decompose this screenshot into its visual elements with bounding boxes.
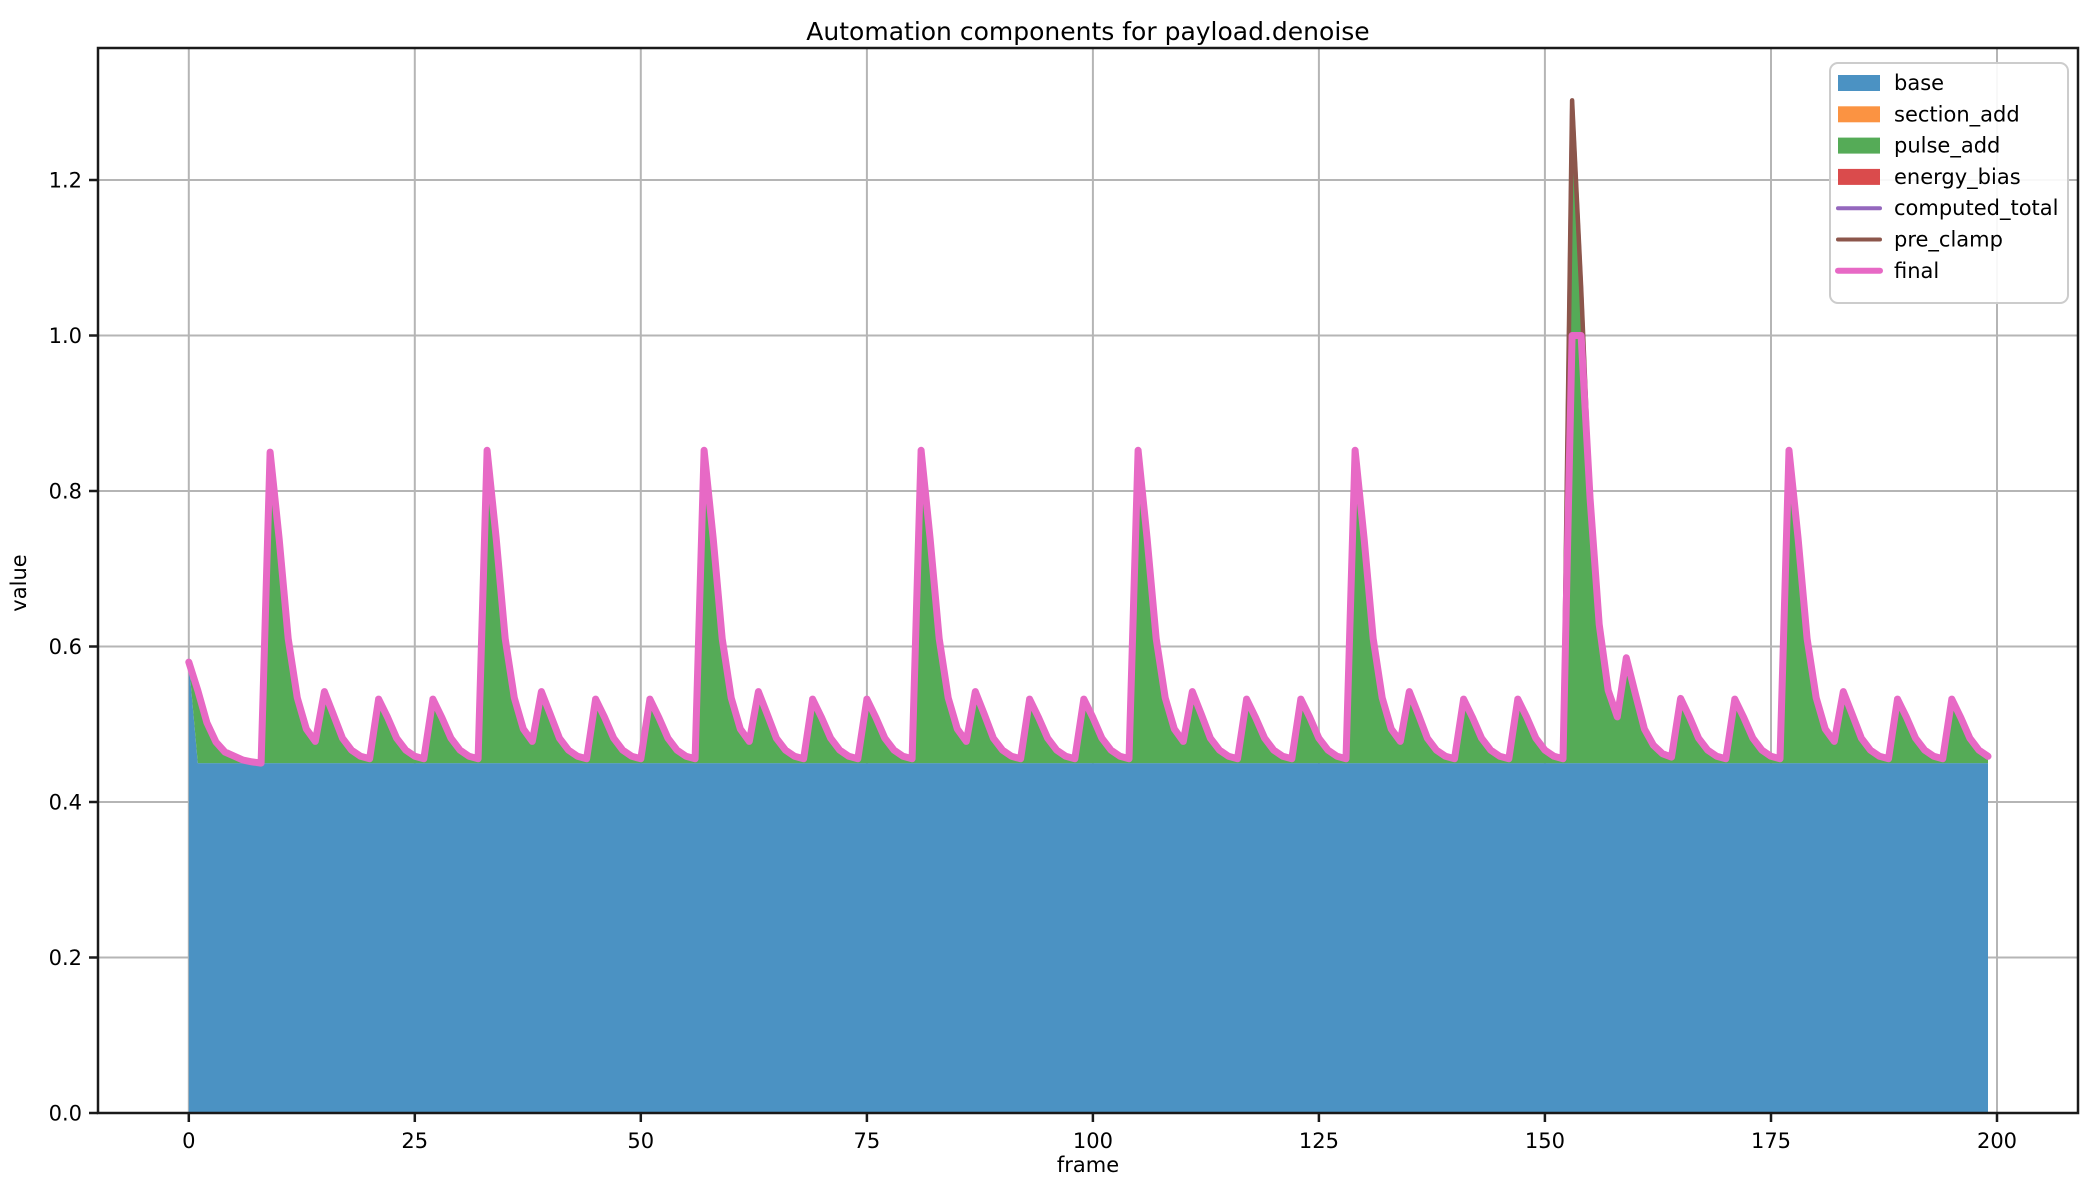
- legend-label-base: base: [1894, 71, 1944, 95]
- legend-item-computed_total: computed_total: [1836, 196, 2059, 221]
- legend-item-energy_bias: energy_bias: [1838, 165, 2021, 190]
- y-axis-label: value: [7, 554, 31, 611]
- x-tick-label: 100: [1073, 1129, 1113, 1153]
- x-axis-label: frame: [1057, 1153, 1119, 1177]
- legend-label-section_add: section_add: [1894, 102, 2020, 127]
- pulse-add-area: [188, 100, 1988, 764]
- y-tick-label: 1.0: [49, 324, 82, 348]
- x-tick-label: 75: [854, 1129, 881, 1153]
- x-tick-label: 50: [627, 1129, 654, 1153]
- plot-area-border: [96, 46, 2080, 1115]
- y-tick-label: 0.8: [49, 480, 82, 504]
- final-line: [185, 332, 1992, 767]
- axis-ticks: [89, 178, 1999, 1122]
- x-tick-label: 25: [401, 1129, 428, 1153]
- y-tick-label: 0.6: [49, 635, 82, 659]
- x-tick-label: 175: [1751, 1129, 1791, 1153]
- series-lines: [185, 98, 1992, 767]
- axis-tick-labels: 0 25 50 75 100 125 150 175 200 0.0 0.2 0.4 0.6 0.8 1.0…: [49, 169, 2017, 1154]
- legend-item-pre_clamp: pre_clamp: [1836, 228, 2003, 253]
- y-tick-label: 0.0: [49, 1102, 82, 1126]
- legend-label-computed_total: computed_total: [1894, 196, 2059, 221]
- legend-item-pulse_add: pulse_add: [1838, 134, 2000, 159]
- chart-title: Automation components for payload.denois…: [806, 17, 1369, 46]
- base-area: [188, 662, 1988, 1113]
- legend-item-section_add: section_add: [1838, 102, 2020, 127]
- legend-label-pulse_add: pulse_add: [1894, 134, 2000, 159]
- stacked-areas: [188, 100, 1988, 1113]
- legend-label-final: final: [1894, 259, 1939, 283]
- y-tick-label: 0.4: [49, 791, 82, 815]
- legend-swatch-base: [1838, 75, 1880, 91]
- legend-swatch-energy_bias: [1838, 168, 1880, 185]
- x-tick-label: 150: [1525, 1129, 1565, 1153]
- x-tick-label: 200: [1977, 1129, 2017, 1153]
- legend: base section_add pulse_add energy_biascompu…: [1829, 62, 2069, 304]
- legend-swatch-section_add: [1838, 106, 1880, 123]
- legend-swatch-pulse_add: [1838, 137, 1880, 154]
- legend-box: [1829, 62, 2069, 304]
- y-tick-label: 0.2: [49, 946, 82, 970]
- x-tick-label: 125: [1299, 1129, 1339, 1153]
- x-tick-label: 0: [182, 1129, 195, 1153]
- y-tick-label: 1.2: [49, 169, 82, 193]
- legend-item-final: final: [1835, 259, 1939, 283]
- legend-label-energy_bias: energy_bias: [1894, 165, 2021, 190]
- legend-label-pre_clamp: pre_clamp: [1894, 228, 2003, 253]
- legend-item-base: base: [1838, 71, 1944, 95]
